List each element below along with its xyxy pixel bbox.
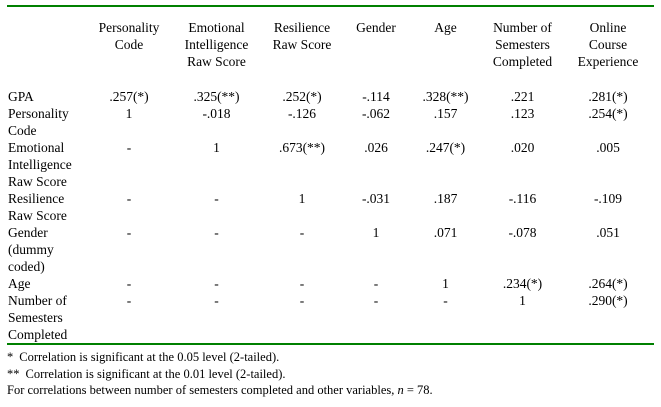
cell-value: 1 <box>442 276 449 291</box>
footnote-marker: * <box>7 350 14 364</box>
cell-value: - <box>443 293 448 308</box>
cell-value: .234(*) <box>502 276 543 291</box>
table-row-gender: Gender (dummy coded) - - - 1 .071 -.078 … <box>7 224 654 275</box>
cell-value: .071 <box>433 225 458 240</box>
cell-value: .221 <box>510 89 535 104</box>
cell-value: .247(*) <box>425 140 466 155</box>
cell-value: 1 <box>519 293 526 308</box>
table-row-semesters: Number of Semesters Completed - - - - - … <box>7 292 654 343</box>
cell-value: .020 <box>510 140 535 155</box>
table-row-age: Age - - - - 1 .234(*) .264(*) <box>7 275 654 292</box>
cell-value: 1 <box>298 191 306 206</box>
cell-value: - <box>126 225 132 240</box>
cell-value: .252(*) <box>282 89 322 104</box>
column-header-emotional-intelligence: Emotional Intelligence Raw Score <box>184 20 249 69</box>
cell-value: - <box>126 140 132 155</box>
row-label: Personality Code <box>8 106 69 138</box>
cell-value: -.062 <box>361 106 391 121</box>
footnote-significance-05: * Correlation is significant at the 0.05 … <box>7 349 654 366</box>
cell-value: - <box>126 276 132 291</box>
cell-value: .157 <box>433 106 458 121</box>
cell-value: .123 <box>510 106 535 121</box>
cell-value: 1 <box>213 140 220 155</box>
cell-value: .673(**) <box>278 140 326 155</box>
table-row-gpa: GPA .257(*) .325(**) .252(*) -.114 .328(… <box>7 88 654 105</box>
cell-value: - <box>214 293 219 308</box>
cell-value: .264(*) <box>588 276 628 291</box>
cell-value: - <box>299 293 305 308</box>
cell-value: .257(*) <box>109 89 149 104</box>
row-label: Emotional Intelligence Raw Score <box>8 140 72 189</box>
table-bottom-rule <box>7 343 654 345</box>
cell-value: -.078 <box>508 225 537 240</box>
cell-value: - <box>373 293 379 308</box>
cell-value: -.116 <box>508 191 537 206</box>
footnotes: * Correlation is significant at the 0.05 … <box>7 349 654 399</box>
cell-value: .290(*) <box>588 293 628 308</box>
cell-value: .026 <box>364 140 388 155</box>
cell-value: -.126 <box>287 106 317 121</box>
row-label: Age <box>8 276 31 291</box>
column-header-resilience: Resilience Raw Score <box>272 20 332 52</box>
cell-value: .005 <box>596 140 620 155</box>
cell-value: - <box>214 225 219 240</box>
table-row-personality-code: Personality Code 1 -.018 -.126 -.062 .15… <box>7 105 654 139</box>
header-row: Personality Code Emotional Intelligence … <box>7 7 654 88</box>
cell-value: - <box>214 191 219 206</box>
cell-value: - <box>299 276 305 291</box>
row-label: Number of Semesters Completed <box>8 293 68 342</box>
cell-value: .325(**) <box>193 89 240 104</box>
cell-value: -.114 <box>362 89 390 104</box>
footnote-significance-01: ** Correlation is significant at the 0.01… <box>7 366 654 383</box>
footnote-marker: ** <box>7 366 20 381</box>
footnote-text: Correlation is significant at the 0.01 l… <box>25 366 286 381</box>
cell-value: 1 <box>125 106 133 121</box>
table-row-resilience: Resilience Raw Score - - 1 -.031 .187 -.… <box>7 190 654 224</box>
cell-value: - <box>126 191 132 206</box>
cell-value: .051 <box>596 225 620 240</box>
cell-value: - <box>373 276 379 291</box>
column-header-personality-code: Personality Code <box>98 20 160 52</box>
row-label: GPA <box>8 89 34 104</box>
footnote-text: Correlation is significant at the 0.05 l… <box>19 350 280 364</box>
row-label: Resilience Raw Score <box>8 191 67 223</box>
cell-value: 1 <box>372 225 380 240</box>
cell-value: .328(**) <box>422 89 469 104</box>
column-header-age: Age <box>434 20 457 35</box>
cell-value: -.031 <box>361 191 391 206</box>
column-header-gender: Gender <box>356 20 396 35</box>
table-row-emotional-intelligence: Emotional Intelligence Raw Score - 1 .67… <box>7 139 654 190</box>
cell-value: - <box>214 276 219 291</box>
cell-value: -.109 <box>593 191 623 206</box>
corner-cell <box>7 7 85 88</box>
cell-value: .254(*) <box>588 106 628 121</box>
footnote-n-variable: n <box>397 383 404 397</box>
cell-value: .187 <box>433 191 458 206</box>
footnote-text: = 78. <box>403 383 433 397</box>
cell-value: .281(*) <box>588 89 628 104</box>
cell-value: -.018 <box>202 106 231 121</box>
column-header-semesters: Number of Semesters Completed <box>492 20 553 69</box>
correlation-table: Personality Code Emotional Intelligence … <box>7 7 654 343</box>
cell-value: - <box>126 293 132 308</box>
table-top-rule <box>7 5 654 7</box>
row-label: Gender (dummy coded) <box>8 225 54 274</box>
cell-value: - <box>299 225 305 240</box>
footnote-text: For correlations between number of semes… <box>7 383 398 397</box>
footnote-sample-size: For correlations between number of semes… <box>7 382 654 399</box>
column-header-online-course: Online Course Experience <box>577 20 639 69</box>
